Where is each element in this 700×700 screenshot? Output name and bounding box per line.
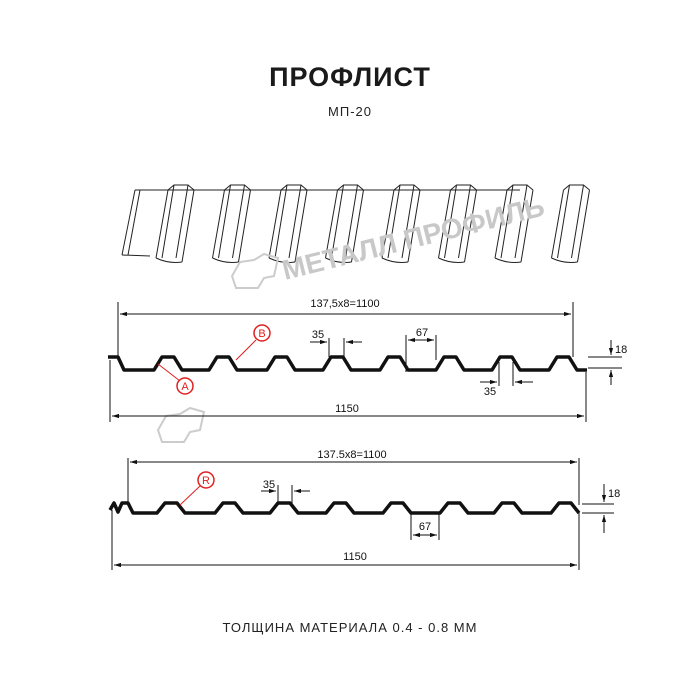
profile-top-outline (108, 355, 587, 372)
dim-bottom-width-label: 35 (484, 386, 496, 398)
sheet-3d-stroke (280, 184, 308, 191)
sheet-3d-stroke (155, 184, 195, 263)
sheet-3d-stroke (506, 184, 534, 191)
profile-bottom-labels: 137.5x8=1100 1150 35 67 18 (263, 449, 620, 563)
sheet-3d-stroke (325, 257, 352, 263)
sheet-3d-stroke (155, 257, 183, 263)
sheet-3d-stroke (450, 184, 477, 191)
sheet-3d-stroke (167, 184, 195, 191)
sheet-3d-stroke (325, 184, 364, 263)
marker-r: R (179, 471, 215, 506)
marker-b: B (235, 324, 271, 361)
model-subtitle: МП-20 (328, 104, 372, 119)
dim-height-label: 18 (615, 344, 627, 356)
dim-pitch-label: 137,5x8=1100 (310, 298, 379, 310)
sheet-3d-stroke (494, 184, 534, 263)
dim-total-label: 1150 (335, 403, 359, 415)
marker-b-label: B (258, 328, 265, 340)
sheet-3d-stroke (494, 257, 522, 263)
sheet-3d-illustration (121, 184, 590, 263)
page-title: ПРОФЛИСТ (269, 62, 431, 92)
profile-bottom-outline (108, 501, 581, 515)
sheet-3d-stroke (551, 184, 590, 263)
sheet-3d-stroke (393, 184, 421, 191)
marker-a: A (157, 363, 194, 395)
dim-rib-label: 67 (416, 327, 428, 339)
dim-pitch-label: 137.5x8=1100 (317, 449, 386, 461)
sheet-3d-stroke (212, 257, 239, 263)
sheet-3d-stroke (381, 257, 409, 263)
material-thickness-note: ТОЛЩИНА МАТЕРИАЛА 0.4 - 0.8 ММ (222, 620, 478, 635)
sheet-3d-stroke (121, 254, 151, 257)
watermark-text: МЕТАЛЛ ПРОФИЛЬ (279, 191, 547, 286)
watermark-logo (156, 252, 280, 443)
sheet-3d-stroke (224, 184, 251, 191)
marker-r-label: R (202, 475, 210, 487)
sheet-3d-stroke (337, 184, 364, 191)
dim-top-width-label: 35 (312, 329, 324, 341)
sheet-3d-stroke (438, 184, 477, 263)
sheet-3d-stroke (438, 257, 465, 263)
dim-total-label: 1150 (343, 551, 367, 563)
sheet-3d-stroke (563, 184, 590, 191)
profile-top-labels: 137,5x8=1100 1150 35 67 35 18 (310, 298, 627, 415)
marker-a-label: A (181, 381, 189, 393)
sheet-3d-stroke (381, 184, 421, 263)
sheet-3d-stroke (212, 184, 251, 263)
sheet-3d-stroke (121, 189, 141, 256)
profile-bottom-section (108, 458, 614, 570)
dim-height-label: 18 (608, 488, 620, 500)
profile-top-section (108, 302, 622, 422)
dim-top-width-label: 35 (263, 479, 275, 491)
sheet-3d-stroke (268, 184, 308, 263)
sheet-3d-stroke (551, 257, 578, 263)
sheet-3d-stroke (268, 257, 296, 263)
dim-rib-label: 67 (419, 521, 431, 533)
